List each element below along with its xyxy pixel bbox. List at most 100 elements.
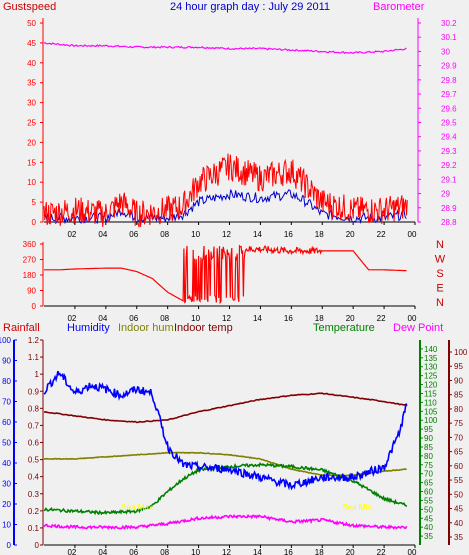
rainfall-y-tick-label: 0.6 bbox=[28, 439, 40, 448]
direction-y-tick-label: 90 bbox=[27, 287, 36, 296]
climate-x-tick-label: 02 bbox=[67, 548, 76, 555]
temperature-y-tick-label: 85 bbox=[424, 443, 433, 452]
direction-x-tick-label: 20 bbox=[346, 314, 355, 323]
barometer-y-tick-label: 30.2 bbox=[441, 19, 457, 28]
direction-y-tick-label: 270 bbox=[23, 256, 37, 265]
temperature-y-tick-label: 110 bbox=[424, 398, 437, 407]
direction-x-tick-label: 00 bbox=[408, 314, 417, 323]
direction-x-tick-label: 08 bbox=[160, 314, 169, 323]
direction-x-tick-label: 14 bbox=[253, 314, 262, 323]
climate-x-tick-label: 00 bbox=[408, 548, 417, 555]
temperature-y-tick-label: 40 bbox=[424, 523, 433, 532]
temperature-y-tick-label: 65 bbox=[424, 479, 433, 488]
barometer-y-tick-label: 29.1 bbox=[441, 175, 457, 184]
direction-y-tick-label: 180 bbox=[23, 271, 37, 280]
temperature-y-tick-label: 75 bbox=[424, 461, 433, 470]
wind-x-tick-label: 04 bbox=[98, 230, 107, 239]
wind-x-tick-label: 14 bbox=[253, 230, 262, 239]
climate-x-tick-label: 20 bbox=[346, 548, 355, 555]
gust-y-tick-label: 10 bbox=[27, 178, 36, 187]
temperature-y-tick-label: 50 bbox=[424, 505, 433, 514]
wind-x-tick-label: 16 bbox=[284, 230, 293, 239]
barometer-y-tick-label: 28.8 bbox=[441, 218, 457, 227]
wind-x-tick-label: 18 bbox=[315, 230, 324, 239]
dew-point-y-tick-label: 70 bbox=[454, 433, 463, 442]
climate-x-tick-label: 22 bbox=[377, 548, 386, 555]
temperature-y-tick-label: 90 bbox=[424, 434, 433, 443]
gust-y-tick-label: 50 bbox=[27, 19, 36, 28]
barometer-y-tick-label: 29.5 bbox=[441, 119, 457, 128]
barometer-y-tick-label: 29 bbox=[441, 190, 450, 199]
compass-label: N bbox=[436, 239, 444, 251]
direction-x-tick-label: 22 bbox=[377, 314, 386, 323]
rainfall-y-tick-label: 0.5 bbox=[28, 456, 40, 465]
temperature-y-tick-label: 35 bbox=[424, 532, 433, 541]
compass-label: E bbox=[436, 283, 443, 295]
rainfall-y-tick-label: 0 bbox=[35, 541, 40, 550]
gust-y-tick-label: 15 bbox=[27, 158, 36, 167]
temperature-y-tick-label: 60 bbox=[424, 488, 433, 497]
dew-point-series bbox=[43, 513, 408, 531]
humidity-y-tick-label: 30 bbox=[2, 480, 11, 489]
temperature-y-tick-label: 70 bbox=[424, 470, 433, 479]
rainfall-y-tick-label: 0.2 bbox=[28, 507, 40, 516]
gust-y-tick-label: 0 bbox=[32, 218, 37, 227]
temperature-y-tick-label: 105 bbox=[424, 407, 438, 416]
climate-x-tick-label: 08 bbox=[160, 548, 169, 555]
wind-x-tick-label: 10 bbox=[191, 230, 200, 239]
humidity-y-tick-label: 0 bbox=[7, 541, 12, 550]
gust-y-tick-label: 20 bbox=[27, 138, 36, 147]
gust-y-tick-label: 40 bbox=[27, 59, 36, 68]
wind-x-tick-label: 20 bbox=[346, 230, 355, 239]
barometer-y-tick-label: 29.7 bbox=[441, 90, 457, 99]
dew-point-y-tick-label: 95 bbox=[454, 362, 463, 371]
sea-max-annotation: Sea Max bbox=[121, 503, 153, 512]
barometer-y-tick-label: 29.2 bbox=[441, 161, 457, 170]
temperature-y-tick-label: 140 bbox=[424, 345, 438, 354]
direction-x-tick-label: 04 bbox=[98, 314, 107, 323]
humidity-y-tick-label: 20 bbox=[2, 500, 11, 509]
rainfall-y-tick-label: 0.7 bbox=[28, 421, 40, 430]
direction-x-tick-label: 12 bbox=[222, 314, 231, 323]
barometer-y-tick-label: 29.3 bbox=[441, 147, 457, 156]
dew-point-y-tick-label: 65 bbox=[454, 448, 463, 457]
humidity-y-tick-label: 100 bbox=[0, 336, 12, 345]
rainfall-y-tick-label: 1.1 bbox=[28, 353, 40, 362]
wind-x-tick-label: 12 bbox=[222, 230, 231, 239]
direction-y-tick-label: 0 bbox=[32, 302, 37, 311]
barometer-y-tick-label: 28.9 bbox=[441, 204, 457, 213]
dew-point-y-tick-label: 40 bbox=[454, 519, 463, 528]
chart-title: 24 hour graph day : July 29 2011 bbox=[170, 1, 330, 13]
direction-x-tick-label: 06 bbox=[129, 314, 138, 323]
temperature-y-tick-label: 55 bbox=[424, 496, 433, 505]
temperature-y-tick-label: 45 bbox=[424, 514, 433, 523]
dew-point-y-tick-label: 90 bbox=[454, 376, 463, 385]
humidity-y-tick-label: 60 bbox=[2, 418, 11, 427]
dew-point-y-tick-label: 75 bbox=[454, 419, 463, 428]
compass-label: S bbox=[436, 268, 443, 280]
direction-x-tick-label: 10 bbox=[191, 314, 200, 323]
dew-point-y-tick-label: 60 bbox=[454, 462, 463, 471]
chart-titles: Gustspeed 24 hour graph day : July 29 20… bbox=[3, 1, 443, 334]
rainfall-label: Rainfall bbox=[3, 322, 40, 334]
humidity-series bbox=[43, 370, 408, 491]
temperature-y-tick-label: 80 bbox=[424, 452, 433, 461]
temperature-y-tick-label: 100 bbox=[424, 416, 438, 425]
chart-marks: 0510152025303540455028.828.92929.129.229… bbox=[0, 18, 468, 555]
sea-min-annotation: Sea Min bbox=[342, 503, 371, 512]
dew-point-y-tick-label: 45 bbox=[454, 505, 463, 514]
humidity-y-tick-label: 10 bbox=[2, 521, 11, 530]
direction-x-tick-label: 18 bbox=[315, 314, 324, 323]
humidity-y-tick-label: 70 bbox=[2, 398, 11, 407]
wind-x-tick-label: 22 bbox=[377, 230, 386, 239]
gust-y-tick-label: 25 bbox=[27, 119, 36, 128]
indoor-temp-label: Indoor temp bbox=[174, 322, 233, 334]
wind-x-tick-label: 06 bbox=[129, 230, 138, 239]
climate-x-tick-label: 06 bbox=[129, 548, 138, 555]
temperature-y-tick-label: 95 bbox=[424, 425, 433, 434]
rainfall-y-tick-label: 0.8 bbox=[28, 404, 40, 413]
gust-y-tick-label: 35 bbox=[27, 79, 36, 88]
compass-label: N bbox=[436, 297, 444, 309]
rainfall-y-tick-label: 0.1 bbox=[28, 524, 40, 533]
